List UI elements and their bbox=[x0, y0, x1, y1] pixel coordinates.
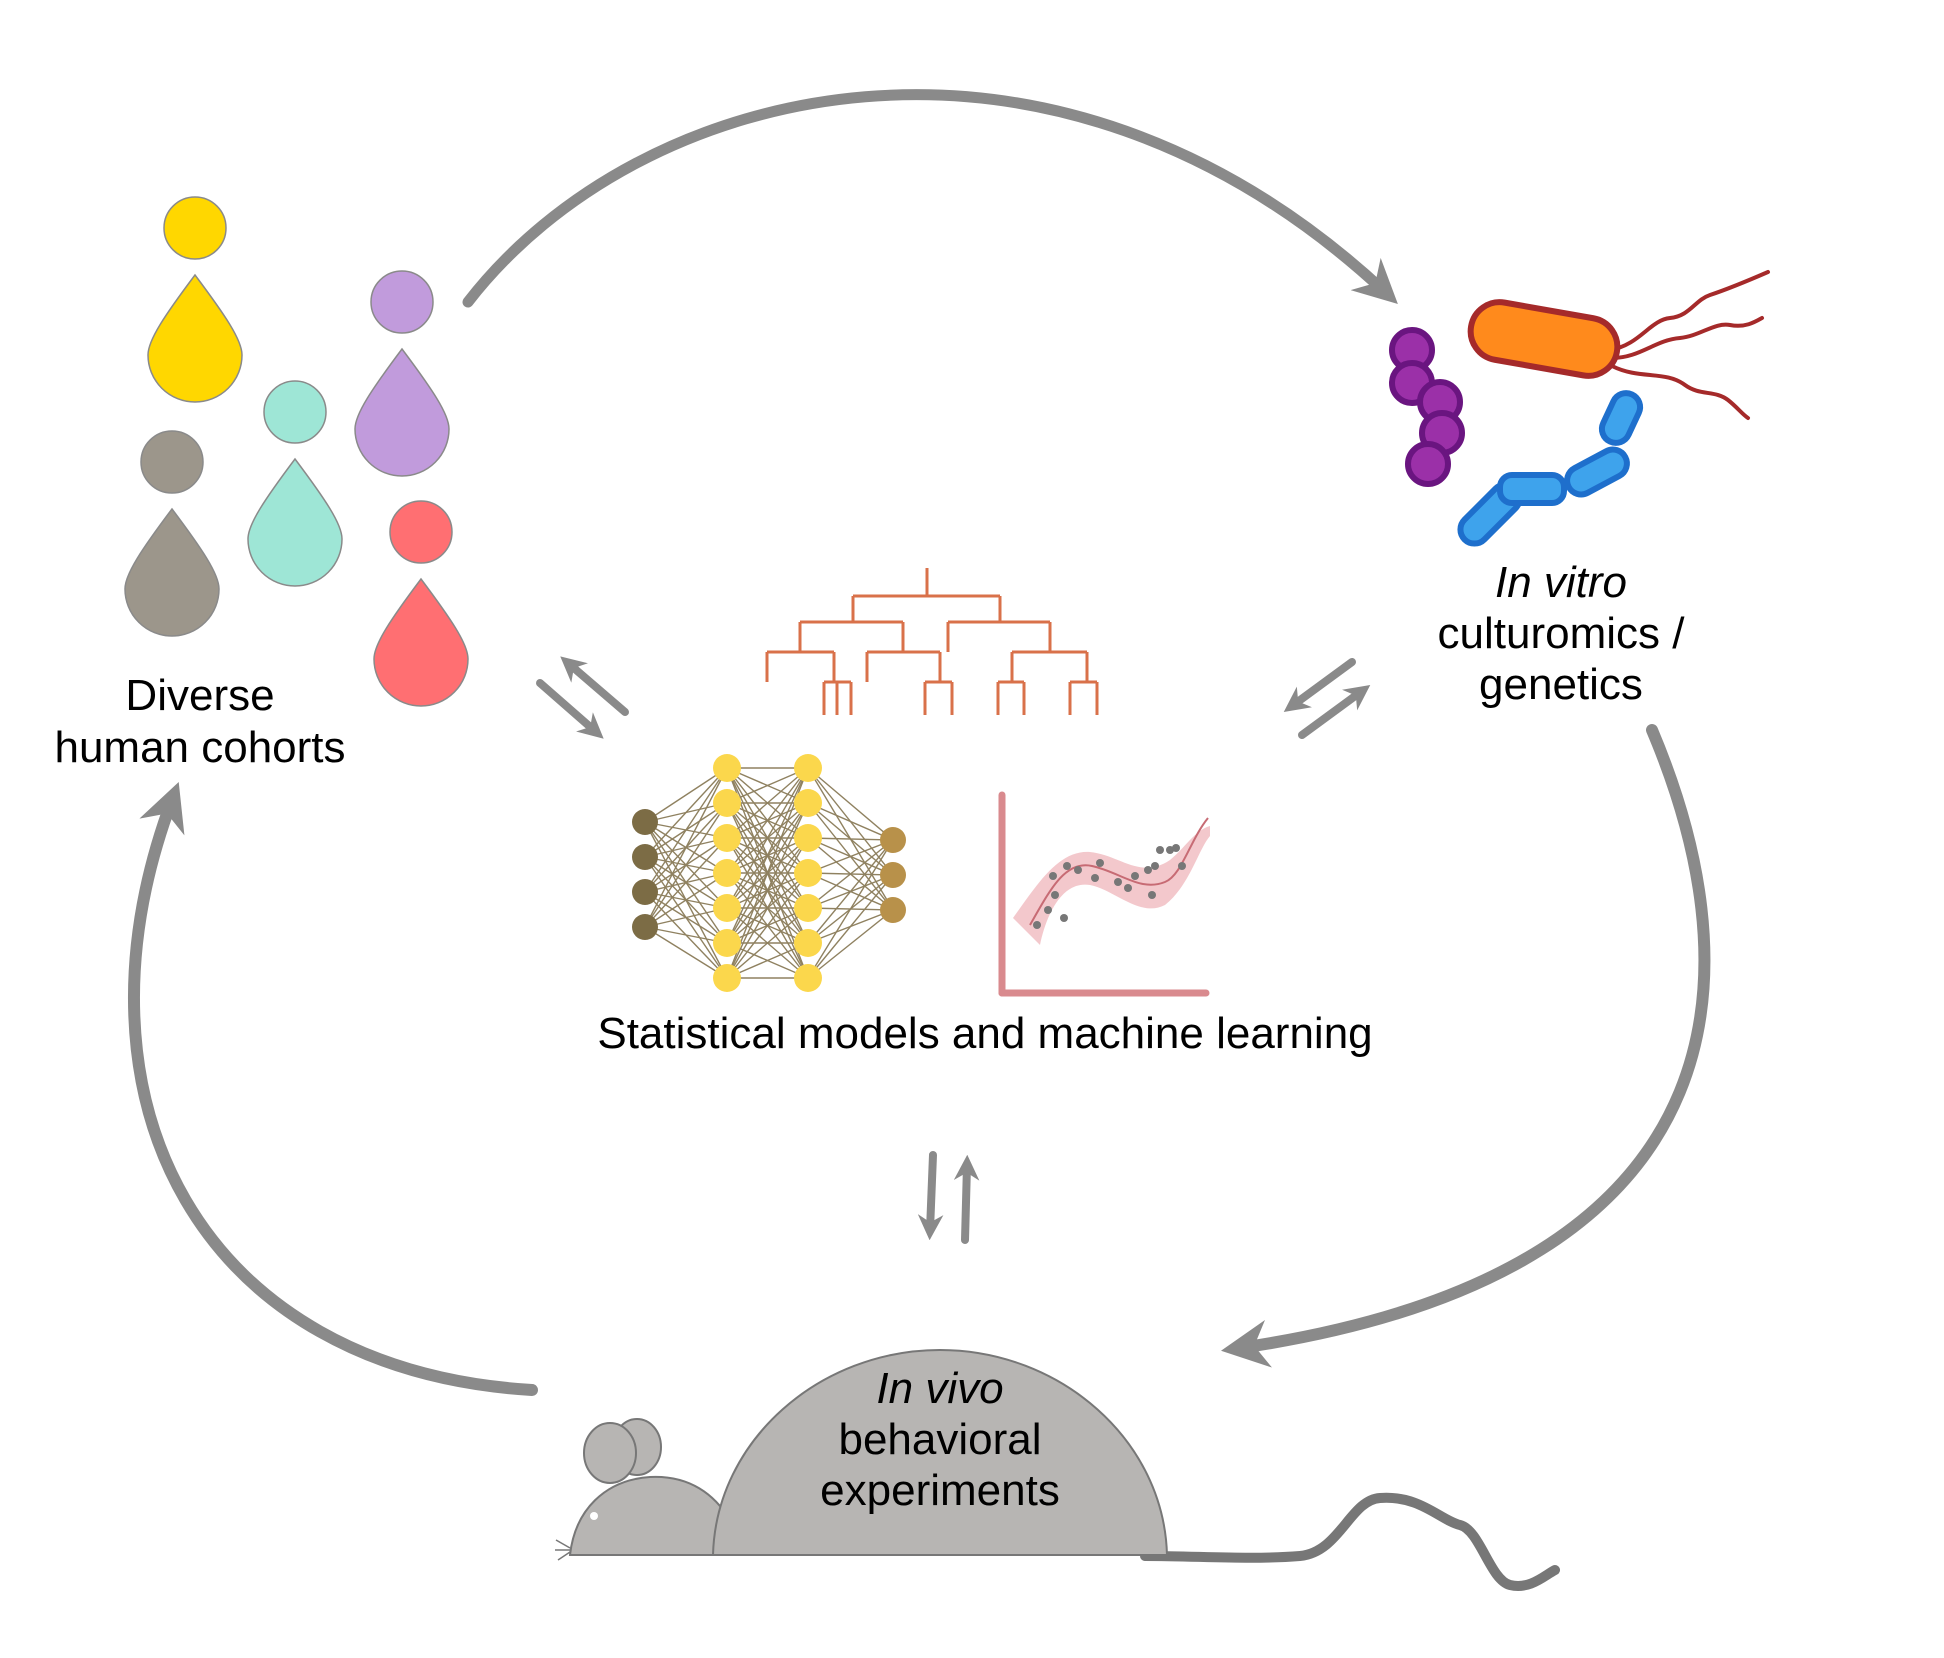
nn-edge bbox=[726, 767, 809, 839]
bacteria-group bbox=[1389, 270, 1770, 547]
invivo-label-line2: behavioral bbox=[838, 1415, 1041, 1464]
nn-edge bbox=[644, 767, 728, 823]
person-icon-yellow bbox=[147, 196, 243, 403]
nn-node bbox=[632, 914, 658, 940]
exchange-invitro-models bbox=[1283, 658, 1371, 739]
nn-edge bbox=[644, 802, 728, 928]
nn-edge bbox=[807, 839, 894, 944]
confidence-band bbox=[1013, 826, 1210, 945]
nn-edge bbox=[807, 839, 894, 874]
nn-edge bbox=[726, 767, 809, 944]
nn-node bbox=[794, 789, 822, 817]
mouse-eye bbox=[590, 1512, 598, 1520]
nn-edge bbox=[644, 767, 728, 893]
nn-edge bbox=[807, 839, 894, 909]
nn-node bbox=[713, 894, 741, 922]
nn-edge bbox=[644, 767, 728, 928]
models-label: Statistical models and machine learning bbox=[597, 1009, 1372, 1058]
nn-edge bbox=[644, 926, 728, 979]
nn-edge bbox=[644, 767, 728, 858]
nn-node bbox=[794, 929, 822, 957]
nn-edge bbox=[807, 802, 894, 841]
arrow-invitro-to-invivo bbox=[1221, 724, 1711, 1368]
nn-node bbox=[880, 897, 906, 923]
nn-edge bbox=[726, 767, 809, 804]
nn-edge bbox=[726, 872, 809, 979]
invivo-label-line3: experiments bbox=[820, 1466, 1060, 1515]
nn-node bbox=[632, 844, 658, 870]
cocci-chain-purple-icon bbox=[1389, 327, 1465, 487]
nn-node bbox=[632, 809, 658, 835]
invitro-label-line2: culturomics / bbox=[1438, 609, 1686, 658]
nn-node bbox=[880, 827, 906, 853]
dendrogram-icon bbox=[765, 568, 1099, 715]
mouse-ear-front bbox=[583, 1422, 637, 1484]
fit-line bbox=[1029, 817, 1209, 926]
person-icon-red bbox=[373, 500, 469, 707]
nn-node bbox=[794, 964, 822, 992]
nn-node bbox=[713, 789, 741, 817]
arrow-invivo-to-humans bbox=[127, 782, 538, 1396]
bacillus-orange-icon bbox=[1467, 270, 1770, 420]
cycle-arrows bbox=[127, 89, 1711, 1396]
mouse-icon bbox=[555, 1348, 1560, 1591]
invivo-label-italic: In vivo bbox=[876, 1364, 1003, 1413]
mouse-tail bbox=[1140, 1492, 1560, 1591]
nn-edge bbox=[726, 802, 809, 979]
arrow-humans-to-invitro bbox=[462, 89, 1398, 308]
neural-network-icon bbox=[632, 754, 906, 992]
nn-node bbox=[632, 879, 658, 905]
exchange-arrows bbox=[536, 656, 1371, 1244]
human-cohorts-group bbox=[124, 196, 469, 707]
nn-node bbox=[713, 929, 741, 957]
nn-edge bbox=[644, 837, 728, 928]
nn-edge bbox=[807, 837, 894, 841]
mouse-body bbox=[711, 1348, 1169, 1556]
nn-node bbox=[713, 824, 741, 852]
nn-edge bbox=[726, 767, 809, 909]
nn-node bbox=[794, 894, 822, 922]
mouse-whiskers bbox=[555, 1539, 571, 1561]
nn-edge bbox=[726, 767, 809, 874]
nn-node bbox=[713, 964, 741, 992]
nn-edge bbox=[807, 839, 894, 979]
exchange-humans-models bbox=[536, 656, 629, 739]
nn-node bbox=[713, 859, 741, 887]
nn-edge bbox=[726, 907, 809, 979]
nn-edge bbox=[644, 872, 728, 928]
nn-node bbox=[794, 824, 822, 852]
nn-node bbox=[713, 754, 741, 782]
regression-plot-icon bbox=[998, 791, 1210, 997]
nn-edge bbox=[807, 874, 894, 979]
nn-node bbox=[794, 754, 822, 782]
scatter-points bbox=[1033, 844, 1186, 929]
person-icon-teal bbox=[247, 380, 343, 587]
nn-node bbox=[880, 862, 906, 888]
humans-label-line1: Diverse bbox=[125, 671, 274, 720]
person-icon-gray bbox=[124, 430, 220, 637]
nn-edge bbox=[807, 767, 894, 841]
bacillus-chain-blue-icon bbox=[1457, 390, 1644, 547]
nn-edge bbox=[807, 909, 894, 979]
nn-edge bbox=[726, 942, 809, 979]
nn-edge bbox=[726, 837, 809, 979]
humans-label-line2: human cohorts bbox=[54, 723, 345, 772]
invitro-label-line3: genetics bbox=[1479, 660, 1643, 709]
nn-edge bbox=[644, 907, 728, 928]
invitro-label-italic: In vitro bbox=[1495, 558, 1627, 607]
nn-node bbox=[794, 859, 822, 887]
person-icon-purple bbox=[354, 270, 450, 477]
exchange-models-invivo bbox=[917, 1151, 980, 1244]
